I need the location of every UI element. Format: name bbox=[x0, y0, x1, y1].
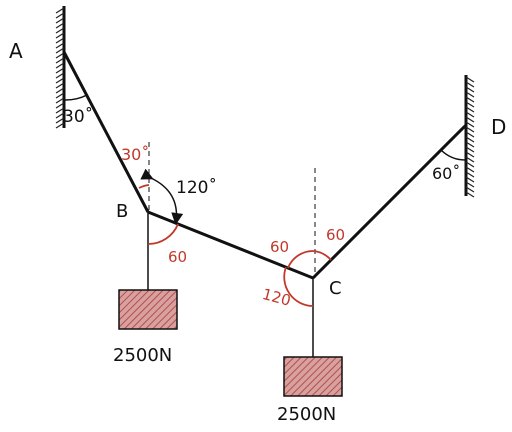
angle-arc-b-top bbox=[138, 184, 150, 189]
wall-hatch-mark bbox=[465, 131, 475, 138]
angle-label-b-top: 30˚ bbox=[121, 145, 149, 164]
wall-hatch-mark bbox=[55, 17, 65, 24]
right-wall-support bbox=[464, 75, 475, 198]
point-label-b: B bbox=[116, 201, 128, 222]
wall-hatch-mark bbox=[465, 121, 475, 128]
wall-hatch-mark bbox=[55, 12, 65, 19]
wall-hatch-mark bbox=[465, 86, 475, 93]
angle-arc-c-left bbox=[287, 250, 314, 269]
angle-arc-c-right bbox=[312, 250, 332, 261]
wall-hatch-mark bbox=[55, 62, 65, 69]
wall-hatch-mark bbox=[465, 181, 475, 188]
wall-hatch-mark bbox=[55, 7, 65, 14]
angle-arrow-b-120 bbox=[140, 168, 184, 225]
angle-arc-a bbox=[63, 94, 88, 101]
wall-hatch-mark bbox=[465, 111, 475, 118]
wall-hatch-mark bbox=[465, 171, 475, 178]
wall-hatch-mark bbox=[55, 87, 65, 94]
wall-hatch-mark bbox=[55, 27, 65, 34]
wall-hatch-mark bbox=[465, 91, 475, 98]
wall-hatch-mark bbox=[55, 32, 65, 39]
wall-hatch-mark bbox=[55, 52, 65, 59]
angle-label-c-right: 60 bbox=[326, 226, 345, 244]
wall-hatch-mark bbox=[55, 97, 65, 104]
wall-hatch-mark bbox=[55, 112, 65, 119]
point-label-a: A bbox=[9, 39, 23, 63]
point-label-c: C bbox=[329, 278, 342, 299]
angle-label-b-120: 120˚ bbox=[176, 177, 217, 198]
wall-hatch-mark bbox=[465, 116, 475, 123]
angle-label-a: 30˚ bbox=[63, 106, 93, 127]
wall-hatch-mark bbox=[55, 122, 65, 129]
wall-hatch-mark bbox=[465, 191, 475, 198]
wall-hatch-mark bbox=[55, 92, 65, 99]
wall-hatch-mark bbox=[465, 101, 475, 108]
wall-hatch-mark bbox=[55, 37, 65, 44]
point-label-d: D bbox=[491, 115, 506, 139]
wall-hatch-mark bbox=[465, 136, 475, 143]
wall-hatch-mark bbox=[465, 161, 475, 168]
wall-hatch-mark bbox=[465, 146, 475, 153]
angle-arc-b-bottom bbox=[147, 223, 179, 245]
wall-hatch-mark bbox=[55, 77, 65, 84]
angle-label-c-bottom: 120 bbox=[260, 285, 292, 310]
wall-hatch-mark bbox=[465, 186, 475, 193]
weight-block-right bbox=[283, 356, 343, 397]
wall-hatch-mark bbox=[465, 76, 475, 83]
wall-hatch-mark bbox=[465, 96, 475, 103]
wall-hatch-mark bbox=[55, 47, 65, 54]
wall-hatch-mark bbox=[55, 107, 65, 114]
wall-hatch-mark bbox=[55, 67, 65, 74]
wall-hatch-mark bbox=[465, 156, 475, 163]
weight-label-right: 2500N bbox=[277, 404, 336, 425]
wall-hatch-mark bbox=[55, 82, 65, 89]
angle-label-c-left: 60 bbox=[270, 238, 289, 256]
cable-cd bbox=[311, 123, 468, 280]
wall-hatch-mark bbox=[55, 42, 65, 49]
wall-hatch-mark bbox=[465, 141, 475, 148]
angle-label-d: 60˚ bbox=[432, 164, 460, 183]
wall-hatch-mark bbox=[55, 57, 65, 64]
angle-arc-c-bottom bbox=[283, 266, 314, 307]
wall-hatch-mark bbox=[465, 126, 475, 133]
cable-ab bbox=[62, 51, 150, 213]
wall-hatch-mark bbox=[55, 22, 65, 29]
wall-hatch-mark bbox=[55, 102, 65, 109]
weight-block-left bbox=[118, 289, 178, 330]
angle-arc-d bbox=[440, 149, 467, 161]
weight-label-left: 2500N bbox=[113, 345, 172, 366]
wall-hatch-mark bbox=[465, 176, 475, 183]
wall-hatch-mark bbox=[55, 72, 65, 79]
angle-label-b-bottom: 60 bbox=[168, 248, 187, 266]
wall-hatch-mark bbox=[55, 117, 65, 124]
wall-hatch-mark bbox=[465, 81, 475, 88]
wall-hatch-mark bbox=[465, 151, 475, 158]
wall-hatch-mark bbox=[465, 106, 475, 113]
wall-hatch-mark bbox=[465, 166, 475, 173]
